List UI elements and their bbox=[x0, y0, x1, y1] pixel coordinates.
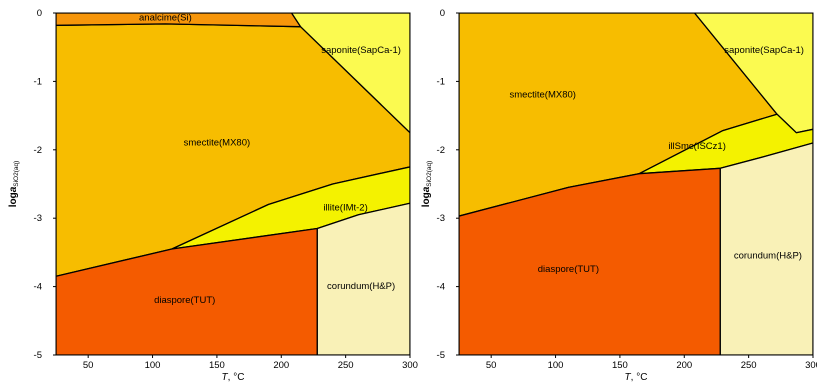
region-analcime-si bbox=[56, 13, 302, 28]
right-chart-panel: smectite(MX80) saponite(SapCa-1) illSmc(IS… bbox=[421, 8, 817, 383]
left-chart-panel: smectite(MX80) analcime(Si) saponite(SapCa… bbox=[8, 8, 418, 383]
y-axis-label: logaSiO2(aq) bbox=[421, 161, 433, 208]
x-tick-label: 100 bbox=[548, 360, 564, 371]
x-tick-label: 50 bbox=[83, 360, 94, 371]
region-label: illSmc(ISCz1) bbox=[668, 141, 726, 152]
y-tick-label: -5 bbox=[437, 350, 445, 361]
x-tick-label: 50 bbox=[486, 360, 497, 371]
plot-frame bbox=[55, 12, 411, 356]
region-label: diaspore(TUT) bbox=[538, 264, 599, 275]
region-label: smectite(MX80) bbox=[184, 138, 251, 149]
x-axis-label: T, °C bbox=[222, 372, 245, 383]
regions-group bbox=[459, 13, 813, 355]
x-tick-label: 200 bbox=[676, 360, 692, 371]
x-tick-label: 300 bbox=[402, 360, 418, 371]
region-label: saponite(SapCa-1) bbox=[724, 45, 804, 56]
x-tick-label: 200 bbox=[273, 360, 289, 371]
y-tick-label: -1 bbox=[437, 76, 445, 87]
plot-frame bbox=[458, 12, 814, 356]
region-label: corundum(H&P) bbox=[734, 250, 802, 261]
y-tick-label: -2 bbox=[34, 145, 42, 156]
region-label: saponite(SapCa-1) bbox=[321, 45, 401, 56]
y-tick-label: -2 bbox=[437, 145, 445, 156]
x-tick-label: 150 bbox=[612, 360, 628, 371]
region-label: illite(IMt-2) bbox=[323, 202, 367, 213]
region-saponite-sapca-1 bbox=[290, 13, 410, 134]
y-tick-label: 0 bbox=[37, 8, 42, 19]
y-tick-label: -4 bbox=[34, 282, 42, 293]
y-tick-label: -5 bbox=[34, 350, 42, 361]
regions-group bbox=[56, 13, 410, 355]
y-tick-label: 0 bbox=[440, 8, 445, 19]
x-axis-label: T, °C bbox=[625, 372, 648, 383]
y-tick-label: -3 bbox=[437, 213, 445, 224]
region-label: diaspore(TUT) bbox=[154, 295, 215, 306]
y-tick-label: -1 bbox=[34, 76, 42, 87]
region-corundum-h-p bbox=[719, 142, 813, 355]
y-tick-label: -3 bbox=[34, 213, 42, 224]
x-tick-label: 250 bbox=[741, 360, 757, 371]
region-label: smectite(MX80) bbox=[509, 90, 576, 101]
x-tick-label: 250 bbox=[338, 360, 354, 371]
region-label: analcime(Si) bbox=[139, 12, 192, 23]
x-tick-label: 100 bbox=[145, 360, 161, 371]
region-label: corundum(H&P) bbox=[327, 281, 395, 292]
y-tick-label: -4 bbox=[437, 282, 445, 293]
region-corundum-h-p bbox=[316, 202, 410, 355]
x-tick-label: 300 bbox=[805, 360, 817, 371]
y-axis-label: logaSiO2(aq) bbox=[8, 161, 20, 208]
x-tick-label: 150 bbox=[209, 360, 225, 371]
